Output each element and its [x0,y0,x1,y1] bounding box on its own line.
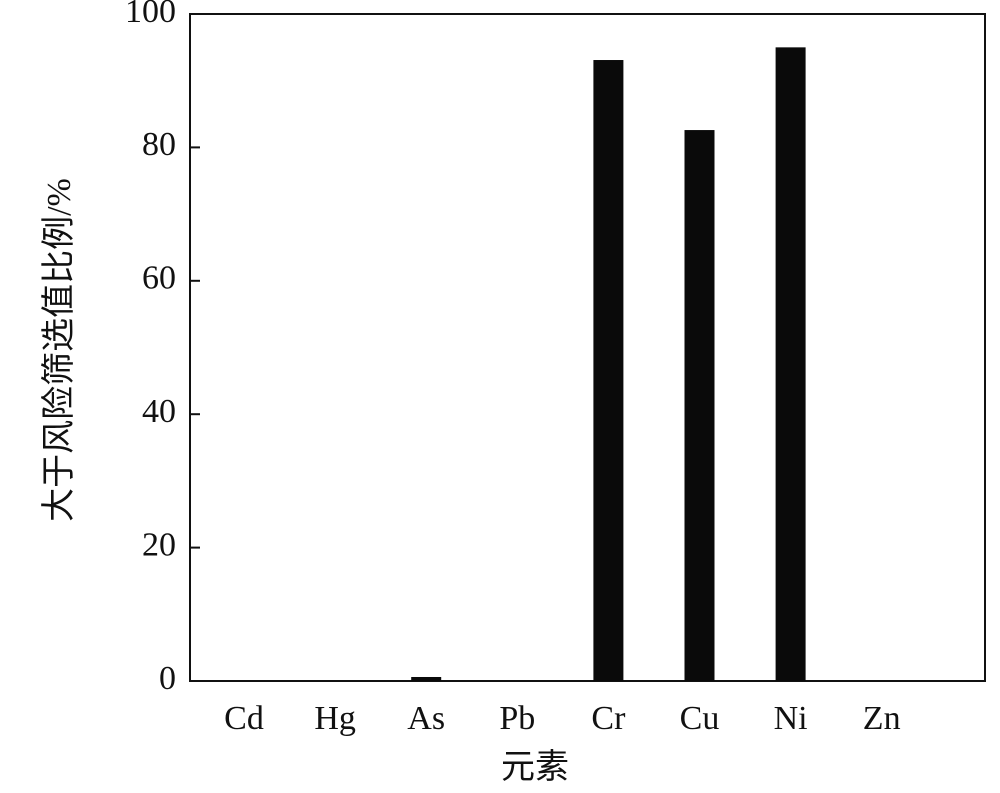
x-tick-label: Zn [863,700,901,737]
bar [593,60,624,681]
x-tick-label: Hg [314,700,356,737]
y-tick-label: 20 [142,526,176,563]
x-tick-label: Cd [224,700,264,737]
y-axis-label: 大于风险筛选值比例/% [40,178,78,522]
plot-frame [189,13,986,682]
bar [775,47,806,682]
y-tick-label: 40 [142,393,176,430]
x-tick-label: Pb [499,700,535,737]
x-tick-label: Cu [680,700,720,737]
x-axis-label: 元素 [501,748,569,786]
x-tick-label: Cr [591,700,626,737]
x-tick-label: Ni [774,700,808,737]
y-tick-label: 100 [125,0,176,30]
y-tick-label: 60 [142,260,176,297]
bar [684,130,715,682]
y-tick-label: 0 [159,660,176,697]
x-tick-label: As [407,700,445,737]
y-tick-label: 80 [142,126,176,163]
bar [411,676,442,681]
